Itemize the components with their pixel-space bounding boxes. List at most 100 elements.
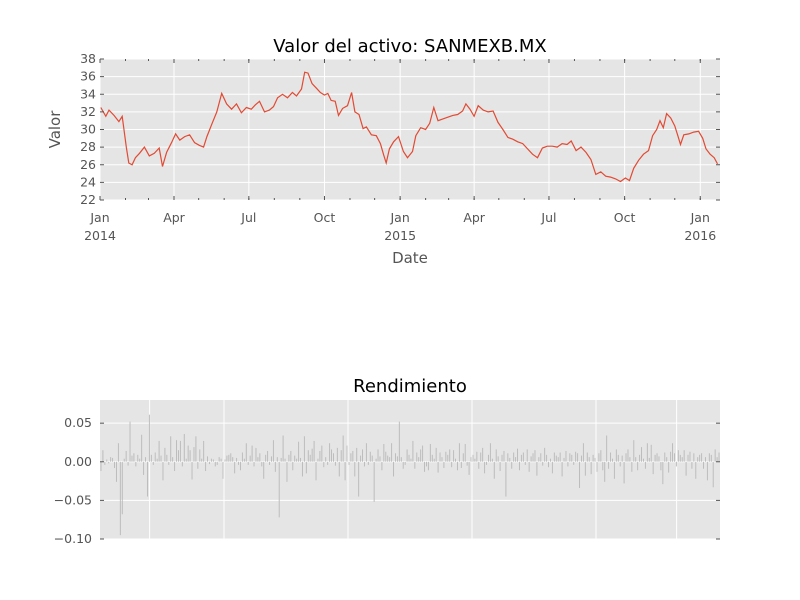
return-bar xyxy=(422,445,424,462)
return-bar xyxy=(410,458,412,462)
return-bar xyxy=(610,452,612,462)
return-bar xyxy=(528,461,530,472)
return-bar xyxy=(313,440,315,462)
return-bar xyxy=(646,443,648,462)
return-bar xyxy=(596,461,598,472)
x-tick-label: Oct xyxy=(314,210,336,225)
return-bar xyxy=(408,454,410,462)
return-bar xyxy=(398,421,400,462)
return-bar xyxy=(511,461,513,469)
return-bar xyxy=(675,461,677,467)
return-bar xyxy=(664,452,666,462)
return-bar xyxy=(480,452,482,462)
return-bar xyxy=(191,461,193,480)
x-tick-label: Jan xyxy=(389,210,409,225)
return-bar xyxy=(551,461,553,474)
y-tick-label: 0.00 xyxy=(64,454,92,469)
return-bar xyxy=(635,457,637,462)
return-bar xyxy=(117,443,119,462)
return-bar xyxy=(332,453,334,462)
y-tick-label: 34 xyxy=(80,86,96,101)
return-bar xyxy=(594,457,596,462)
return-bar xyxy=(358,461,360,497)
return-bar xyxy=(639,454,641,462)
return-bar xyxy=(518,461,520,471)
return-bar xyxy=(505,461,507,497)
return-bar xyxy=(443,461,445,468)
return-bar xyxy=(174,461,176,472)
return-bar xyxy=(110,457,112,462)
return-bar xyxy=(455,458,457,462)
return-bar xyxy=(571,454,573,462)
return-bar xyxy=(582,443,584,462)
return-bar xyxy=(685,461,687,476)
returns-chart-y-ticks: 0.05 0.00 −0.05 −0.10 xyxy=(54,415,720,546)
return-bar xyxy=(555,455,557,462)
return-bar xyxy=(129,421,131,462)
return-bar xyxy=(520,454,522,462)
return-bar xyxy=(472,454,474,462)
y-tick-label: 30 xyxy=(80,122,96,137)
return-bar xyxy=(540,453,542,462)
return-bar xyxy=(172,457,174,462)
return-bar xyxy=(613,461,615,479)
return-bar xyxy=(329,443,331,462)
return-bar xyxy=(687,454,689,462)
return-bar xyxy=(160,455,162,462)
return-bar xyxy=(447,454,449,462)
return-bar xyxy=(288,454,290,462)
return-bar xyxy=(387,455,389,462)
return-bar xyxy=(464,444,466,462)
return-bar xyxy=(331,449,333,462)
return-bar xyxy=(580,455,582,462)
returns-bars xyxy=(100,414,720,536)
return-bar xyxy=(689,451,691,462)
return-bar xyxy=(177,450,179,462)
return-bar xyxy=(133,453,135,462)
return-bar xyxy=(218,457,220,462)
return-bar xyxy=(164,447,166,462)
return-bar xyxy=(303,436,305,462)
return-bar xyxy=(602,461,604,471)
return-bar xyxy=(633,440,635,462)
y-tick-label: 24 xyxy=(80,174,96,189)
return-bar xyxy=(637,461,639,471)
returns-chart: 0.05 0.00 −0.05 −0.10 Rendimiento xyxy=(54,376,720,546)
return-bar xyxy=(424,461,426,472)
return-bar xyxy=(697,457,699,462)
return-bar xyxy=(203,440,205,462)
return-bar xyxy=(679,454,681,462)
return-bar xyxy=(462,453,464,462)
return-bar xyxy=(222,461,224,479)
return-bar xyxy=(648,457,650,462)
return-bar xyxy=(404,461,406,465)
return-bar xyxy=(427,461,429,471)
return-bar xyxy=(166,454,168,462)
return-bar xyxy=(284,458,286,462)
return-bar xyxy=(348,461,350,465)
return-bar xyxy=(623,461,625,484)
return-bar xyxy=(532,453,534,462)
return-bar xyxy=(716,457,718,462)
return-bar xyxy=(644,461,646,469)
returns-chart-plot-area xyxy=(100,400,720,539)
return-bar xyxy=(416,452,418,462)
return-bar xyxy=(489,443,491,462)
return-bar xyxy=(106,459,108,462)
return-bar xyxy=(125,450,127,462)
return-bar xyxy=(662,461,664,485)
return-bar xyxy=(360,455,362,462)
return-bar xyxy=(503,450,505,462)
return-bar xyxy=(185,458,187,462)
return-bar xyxy=(251,445,253,462)
return-bar xyxy=(412,440,414,462)
x-tick-label: Apr xyxy=(163,210,185,225)
return-bar xyxy=(311,448,313,462)
return-bar xyxy=(501,454,503,462)
return-bar xyxy=(102,450,104,462)
return-bar xyxy=(710,454,712,462)
return-bar xyxy=(451,461,453,468)
return-bar xyxy=(548,461,550,468)
return-bar xyxy=(619,461,621,467)
return-bar xyxy=(181,461,183,467)
